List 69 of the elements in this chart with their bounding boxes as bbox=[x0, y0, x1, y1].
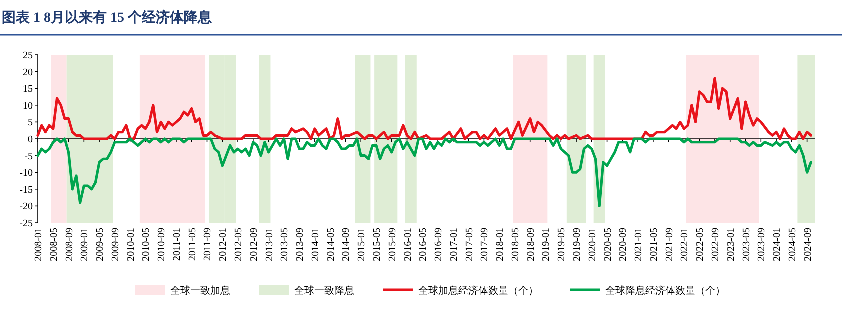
x-tick-label: 2014-05 bbox=[326, 228, 337, 262]
x-tick-label: 2008-01 bbox=[34, 228, 44, 262]
x-tick-label: 2015-05 bbox=[372, 228, 383, 262]
x-tick-label: 2010-01 bbox=[126, 228, 137, 262]
x-tick-label: 2015-01 bbox=[356, 228, 368, 262]
line-series bbox=[36, 138, 812, 208]
y-tick-label: -20 bbox=[20, 202, 33, 213]
x-tick-label: 2012-09 bbox=[248, 228, 260, 262]
y-tick-label: 20 bbox=[23, 67, 33, 78]
x-tick-label: 2022-05 bbox=[695, 228, 706, 262]
x-tick-label: 2023-01 bbox=[726, 228, 737, 262]
x-tick-label: 2017-05 bbox=[464, 228, 476, 262]
legend-label: 全球一致加息 bbox=[170, 285, 230, 297]
x-tick-label: 2015-09 bbox=[387, 228, 398, 262]
x-tick-label: 2024-01 bbox=[772, 228, 784, 262]
x-tick-label: 2011-05 bbox=[187, 228, 198, 261]
x-tick-label: 2012-01 bbox=[218, 228, 230, 262]
x-tick-label: 2017-09 bbox=[480, 228, 491, 262]
x-tick-label: 2022-01 bbox=[680, 228, 691, 262]
x-tick-label: 2020-09 bbox=[618, 228, 630, 262]
x-tick-label: 2016-09 bbox=[434, 228, 445, 262]
x-tick-label: 2009-01 bbox=[80, 228, 91, 262]
x-tick-label: 2012-05 bbox=[234, 228, 245, 262]
y-tick-label: -25 bbox=[20, 218, 33, 230]
x-tick-label: 2019-09 bbox=[572, 228, 584, 262]
x-tick-label: 2016-01 bbox=[402, 228, 414, 262]
y-tick-label: -5 bbox=[24, 151, 33, 162]
x-tick-label: 2009-05 bbox=[95, 228, 106, 262]
x-tick-label: 2021-05 bbox=[648, 228, 660, 262]
y-tick-label: 25 bbox=[23, 50, 33, 62]
x-tick-label: 2018-09 bbox=[526, 228, 537, 262]
x-tick-label: 2013-05 bbox=[280, 228, 291, 262]
x-tick-label: 2024-09 bbox=[802, 228, 814, 262]
x-tick-label: 2014-09 bbox=[341, 228, 352, 262]
x-tick-label: 2021-01 bbox=[634, 228, 645, 262]
x-tick-label: 2018-05 bbox=[510, 228, 522, 262]
x-tick-label: 2024-05 bbox=[787, 228, 798, 262]
y-tick-label: 15 bbox=[23, 84, 33, 96]
chart-title: 图表 1 8月以来有 15 个经济体降息 bbox=[2, 9, 213, 26]
x-tick-label: 2009-09 bbox=[110, 228, 122, 262]
y-tick-label: 5 bbox=[28, 118, 33, 129]
x-tick-label: 2020-01 bbox=[587, 228, 598, 262]
legend-label: 全球降息经济体数量（个） bbox=[606, 285, 726, 297]
x-tick-label: 2016-05 bbox=[418, 228, 430, 262]
x-tick-label: 2011-01 bbox=[172, 228, 183, 261]
x-tick-label: 2018-01 bbox=[495, 228, 506, 262]
x-tick-label: 2023-09 bbox=[756, 228, 768, 262]
x-tick-label: 2017-01 bbox=[448, 228, 460, 262]
x-tick-label: 2021-09 bbox=[664, 228, 676, 262]
x-tick-label: 2013-01 bbox=[264, 228, 276, 262]
y-tick-label: 0 bbox=[28, 134, 33, 146]
x-tick-label: 2013-09 bbox=[295, 228, 306, 262]
y-tick-label: -10 bbox=[20, 168, 33, 180]
x-tick-label: 2020-05 bbox=[602, 228, 614, 262]
line-series bbox=[36, 77, 812, 140]
x-tick-label: 2023-05 bbox=[741, 228, 752, 262]
x-tick-label: 2019-01 bbox=[541, 228, 552, 262]
legend-label: 全球一致降息 bbox=[294, 285, 354, 297]
x-tick-label: 2022-09 bbox=[710, 228, 722, 262]
y-tick-label: 10 bbox=[23, 100, 33, 112]
x-tick-label: 2011-09 bbox=[202, 228, 214, 261]
legend-label: 全球加息经济体数量（个） bbox=[418, 285, 538, 297]
x-tick-label: 2008-09 bbox=[64, 228, 76, 262]
x-tick-label: 2014-01 bbox=[310, 228, 322, 262]
x-tick-label: 2010-09 bbox=[156, 228, 168, 262]
x-tick-label: 2010-05 bbox=[141, 228, 152, 262]
x-tick-label: 2008-05 bbox=[48, 228, 60, 262]
x-tick-label: 2019-05 bbox=[556, 228, 568, 262]
y-tick-label: -15 bbox=[20, 184, 33, 196]
